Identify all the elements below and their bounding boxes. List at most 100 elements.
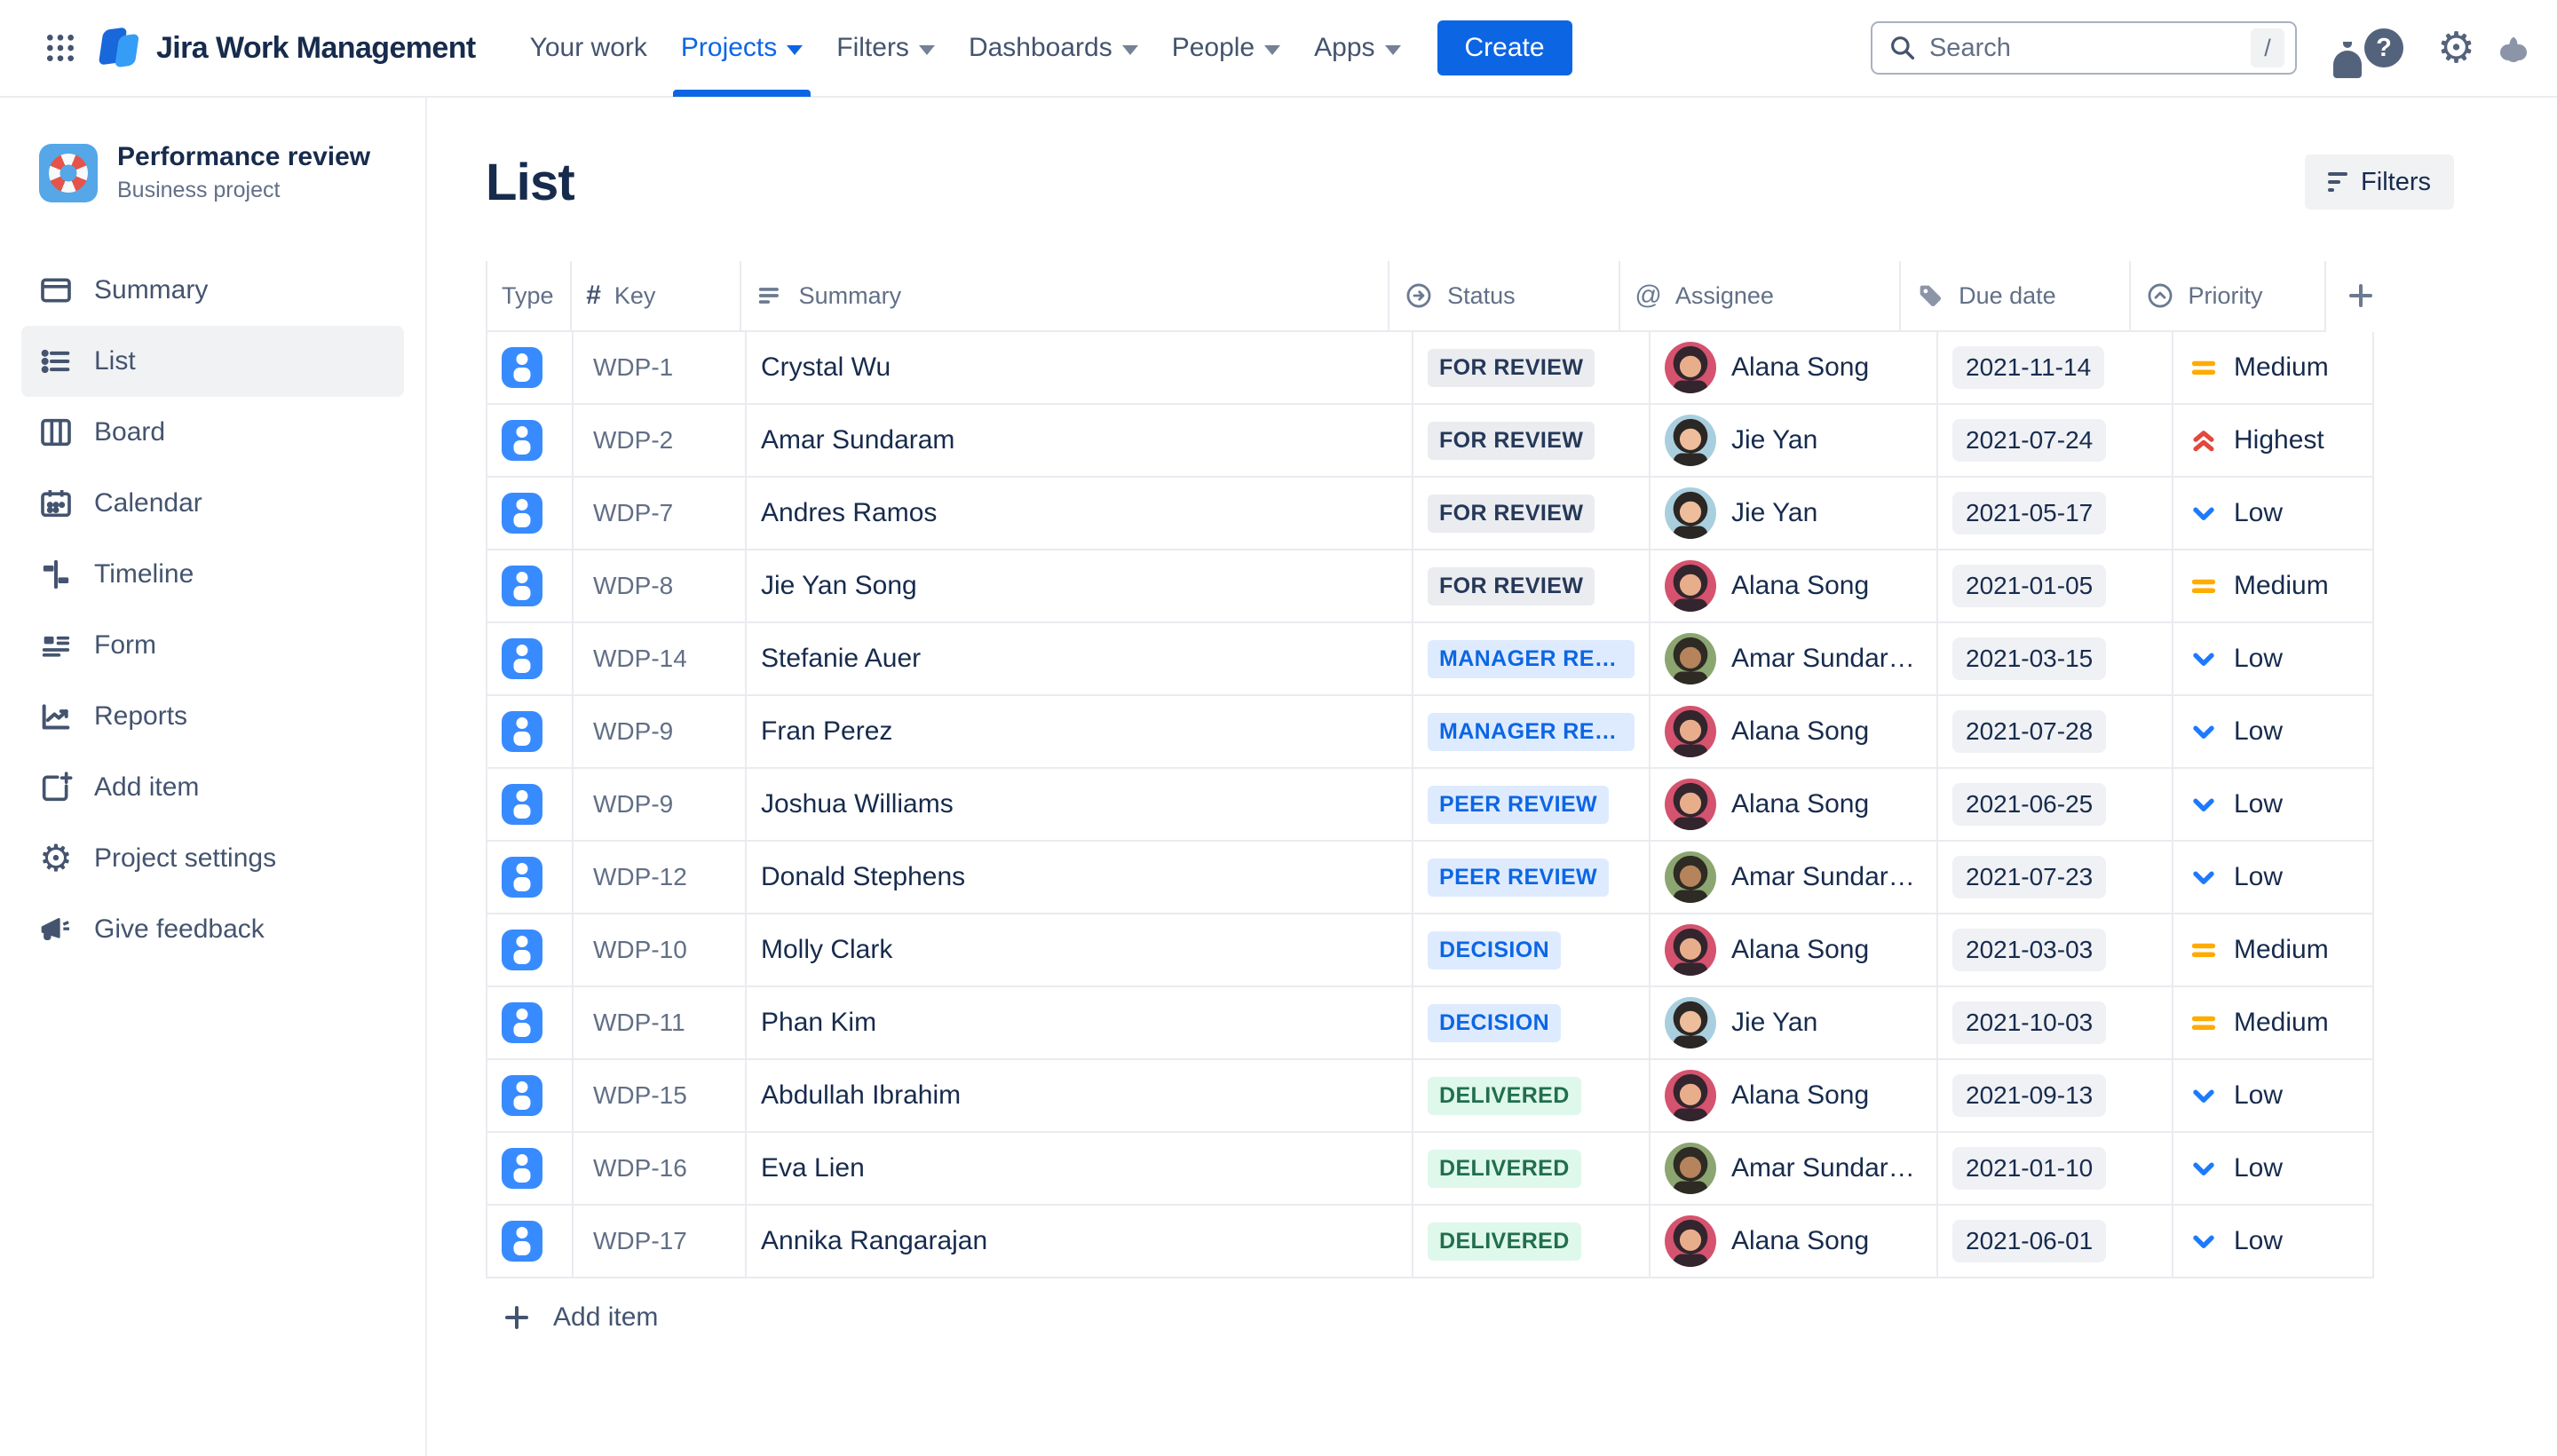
type-cell[interactable] xyxy=(486,1060,574,1133)
sidebar-item-add-item[interactable]: Add item xyxy=(21,752,404,823)
column-header-due-date[interactable]: Due date xyxy=(1901,261,2131,332)
status-badge[interactable]: MANAGER REV... xyxy=(1428,639,1635,678)
type-cell[interactable] xyxy=(486,987,574,1060)
table-row[interactable]: WDP-9 Fran Perez MANAGER REV... Alana So… xyxy=(486,696,2374,769)
sidebar-item-project-settings[interactable]: ⚙ Project settings xyxy=(21,823,404,894)
priority-cell[interactable]: Low xyxy=(2173,769,2374,842)
priority-cell[interactable]: Low xyxy=(2173,696,2374,769)
status-cell[interactable]: FOR REVIEW xyxy=(1413,550,1651,623)
sidebar-item-summary[interactable]: Summary xyxy=(21,255,404,326)
status-badge[interactable]: FOR REVIEW xyxy=(1428,494,1595,533)
key-cell[interactable]: WDP-12 xyxy=(574,842,747,914)
priority-cell[interactable]: Low xyxy=(2173,1133,2374,1206)
assignee-cell[interactable]: Jie Yan xyxy=(1651,987,1938,1060)
issue-summary[interactable]: Andres Ramos xyxy=(761,498,938,527)
column-header-summary[interactable]: Summary xyxy=(740,261,1390,332)
status-cell[interactable]: MANAGER REV... xyxy=(1413,696,1651,769)
type-cell[interactable] xyxy=(486,332,574,405)
table-row[interactable]: WDP-10 Molly Clark DECISION Alana Song 2… xyxy=(486,914,2374,987)
search-input[interactable] xyxy=(1928,33,2238,63)
table-row[interactable]: WDP-11 Phan Kim DECISION Jie Yan 2021-10… xyxy=(486,987,2374,1060)
table-row[interactable]: WDP-2 Amar Sundaram FOR REVIEW Jie Yan 2… xyxy=(486,405,2374,478)
nav-item-filters[interactable]: Filters xyxy=(819,0,952,97)
issue-summary[interactable]: Amar Sundaram xyxy=(761,425,955,455)
summary-cell[interactable]: Joshua Williams xyxy=(747,769,1413,842)
summary-cell[interactable]: Jie Yan Song xyxy=(747,550,1413,623)
due-date-cell[interactable]: 2021-03-15 xyxy=(1938,623,2173,696)
assignee-cell[interactable]: Alana Song xyxy=(1651,914,1938,987)
type-cell[interactable] xyxy=(486,914,574,987)
summary-cell[interactable]: Abdullah Ibrahim xyxy=(747,1060,1413,1133)
sidebar-item-give-feedback[interactable]: Give feedback xyxy=(21,894,404,965)
summary-cell[interactable]: Amar Sundaram xyxy=(747,405,1413,478)
summary-cell[interactable]: Annika Rangarajan xyxy=(747,1206,1413,1278)
summary-cell[interactable]: Fran Perez xyxy=(747,696,1413,769)
status-cell[interactable]: DELIVERED xyxy=(1413,1133,1651,1206)
filters-button[interactable]: Filters xyxy=(2305,154,2454,210)
status-badge[interactable]: MANAGER REV... xyxy=(1428,712,1635,751)
type-cell[interactable] xyxy=(486,1206,574,1278)
status-badge[interactable]: PEER REVIEW xyxy=(1428,785,1610,824)
table-row[interactable]: WDP-9 Joshua Williams PEER REVIEW Alana … xyxy=(486,769,2374,842)
sidebar-item-reports[interactable]: Reports xyxy=(21,681,404,752)
assignee-cell[interactable]: Alana Song xyxy=(1651,550,1938,623)
type-cell[interactable] xyxy=(486,478,574,550)
status-cell[interactable]: FOR REVIEW xyxy=(1413,478,1651,550)
table-row[interactable]: WDP-15 Abdullah Ibrahim DELIVERED Alana … xyxy=(486,1060,2374,1133)
assignee-cell[interactable]: Alana Song xyxy=(1651,332,1938,405)
assignee-cell[interactable]: Jie Yan xyxy=(1651,405,1938,478)
type-cell[interactable] xyxy=(486,623,574,696)
column-header-assignee[interactable]: @ Assignee xyxy=(1620,261,1902,332)
add-item-button[interactable]: Add item xyxy=(486,1302,658,1333)
due-date-cell[interactable]: 2021-09-13 xyxy=(1938,1060,2173,1133)
issue-summary[interactable]: Joshua Williams xyxy=(761,789,954,819)
priority-cell[interactable]: Low xyxy=(2173,842,2374,914)
key-cell[interactable]: WDP-15 xyxy=(574,1060,747,1133)
key-cell[interactable]: WDP-14 xyxy=(574,623,747,696)
assignee-cell[interactable]: Jie Yan xyxy=(1651,478,1938,550)
assignee-cell[interactable]: Amar Sundaram xyxy=(1651,1133,1938,1206)
type-cell[interactable] xyxy=(486,405,574,478)
assignee-cell[interactable]: Alana Song xyxy=(1651,769,1938,842)
status-badge[interactable]: FOR REVIEW xyxy=(1428,566,1595,605)
key-cell[interactable]: WDP-11 xyxy=(574,987,747,1060)
priority-cell[interactable]: Medium xyxy=(2173,987,2374,1060)
due-date-cell[interactable]: 2021-03-03 xyxy=(1938,914,2173,987)
summary-cell[interactable]: Stefanie Auer xyxy=(747,623,1413,696)
nav-item-your-work[interactable]: Your work xyxy=(513,0,664,97)
due-date-cell[interactable]: 2021-10-03 xyxy=(1938,987,2173,1060)
issue-summary[interactable]: Molly Clark xyxy=(761,935,893,964)
sidebar-item-list[interactable]: List xyxy=(21,326,404,397)
type-cell[interactable] xyxy=(486,550,574,623)
issue-summary[interactable]: Donald Stephens xyxy=(761,862,966,891)
priority-cell[interactable]: Medium xyxy=(2173,332,2374,405)
summary-cell[interactable]: Crystal Wu xyxy=(747,332,1413,405)
status-badge[interactable]: DELIVERED xyxy=(1428,1222,1581,1261)
status-badge[interactable]: DECISION xyxy=(1428,1003,1562,1042)
priority-cell[interactable]: Highest xyxy=(2173,405,2374,478)
column-header-key[interactable]: # Key xyxy=(572,261,741,332)
key-cell[interactable]: WDP-9 xyxy=(574,696,747,769)
table-row[interactable]: WDP-16 Eva Lien DELIVERED Amar Sundaram … xyxy=(486,1133,2374,1206)
nav-item-apps[interactable]: Apps xyxy=(1297,0,1417,97)
status-cell[interactable]: PEER REVIEW xyxy=(1413,769,1651,842)
column-header-type[interactable]: Type xyxy=(486,261,573,332)
type-cell[interactable] xyxy=(486,696,574,769)
status-cell[interactable]: FOR REVIEW xyxy=(1413,332,1651,405)
key-cell[interactable]: WDP-7 xyxy=(574,478,747,550)
due-date-cell[interactable]: 2021-11-14 xyxy=(1938,332,2173,405)
help-button[interactable]: ? xyxy=(2363,28,2403,67)
status-cell[interactable]: DELIVERED xyxy=(1413,1206,1651,1278)
due-date-cell[interactable]: 2021-07-23 xyxy=(1938,842,2173,914)
issue-summary[interactable]: Phan Kim xyxy=(761,1008,877,1037)
sidebar-item-board[interactable]: Board xyxy=(21,397,404,468)
priority-cell[interactable]: Low xyxy=(2173,1060,2374,1133)
issue-summary[interactable]: Annika Rangarajan xyxy=(761,1226,988,1255)
key-cell[interactable]: WDP-2 xyxy=(574,405,747,478)
jira-home-link[interactable]: Jira Work Management xyxy=(98,26,476,70)
summary-cell[interactable]: Andres Ramos xyxy=(747,478,1413,550)
due-date-cell[interactable]: 2021-01-05 xyxy=(1938,550,2173,623)
key-cell[interactable]: WDP-8 xyxy=(574,550,747,623)
priority-cell[interactable]: Low xyxy=(2173,478,2374,550)
status-badge[interactable]: DECISION xyxy=(1428,930,1562,969)
